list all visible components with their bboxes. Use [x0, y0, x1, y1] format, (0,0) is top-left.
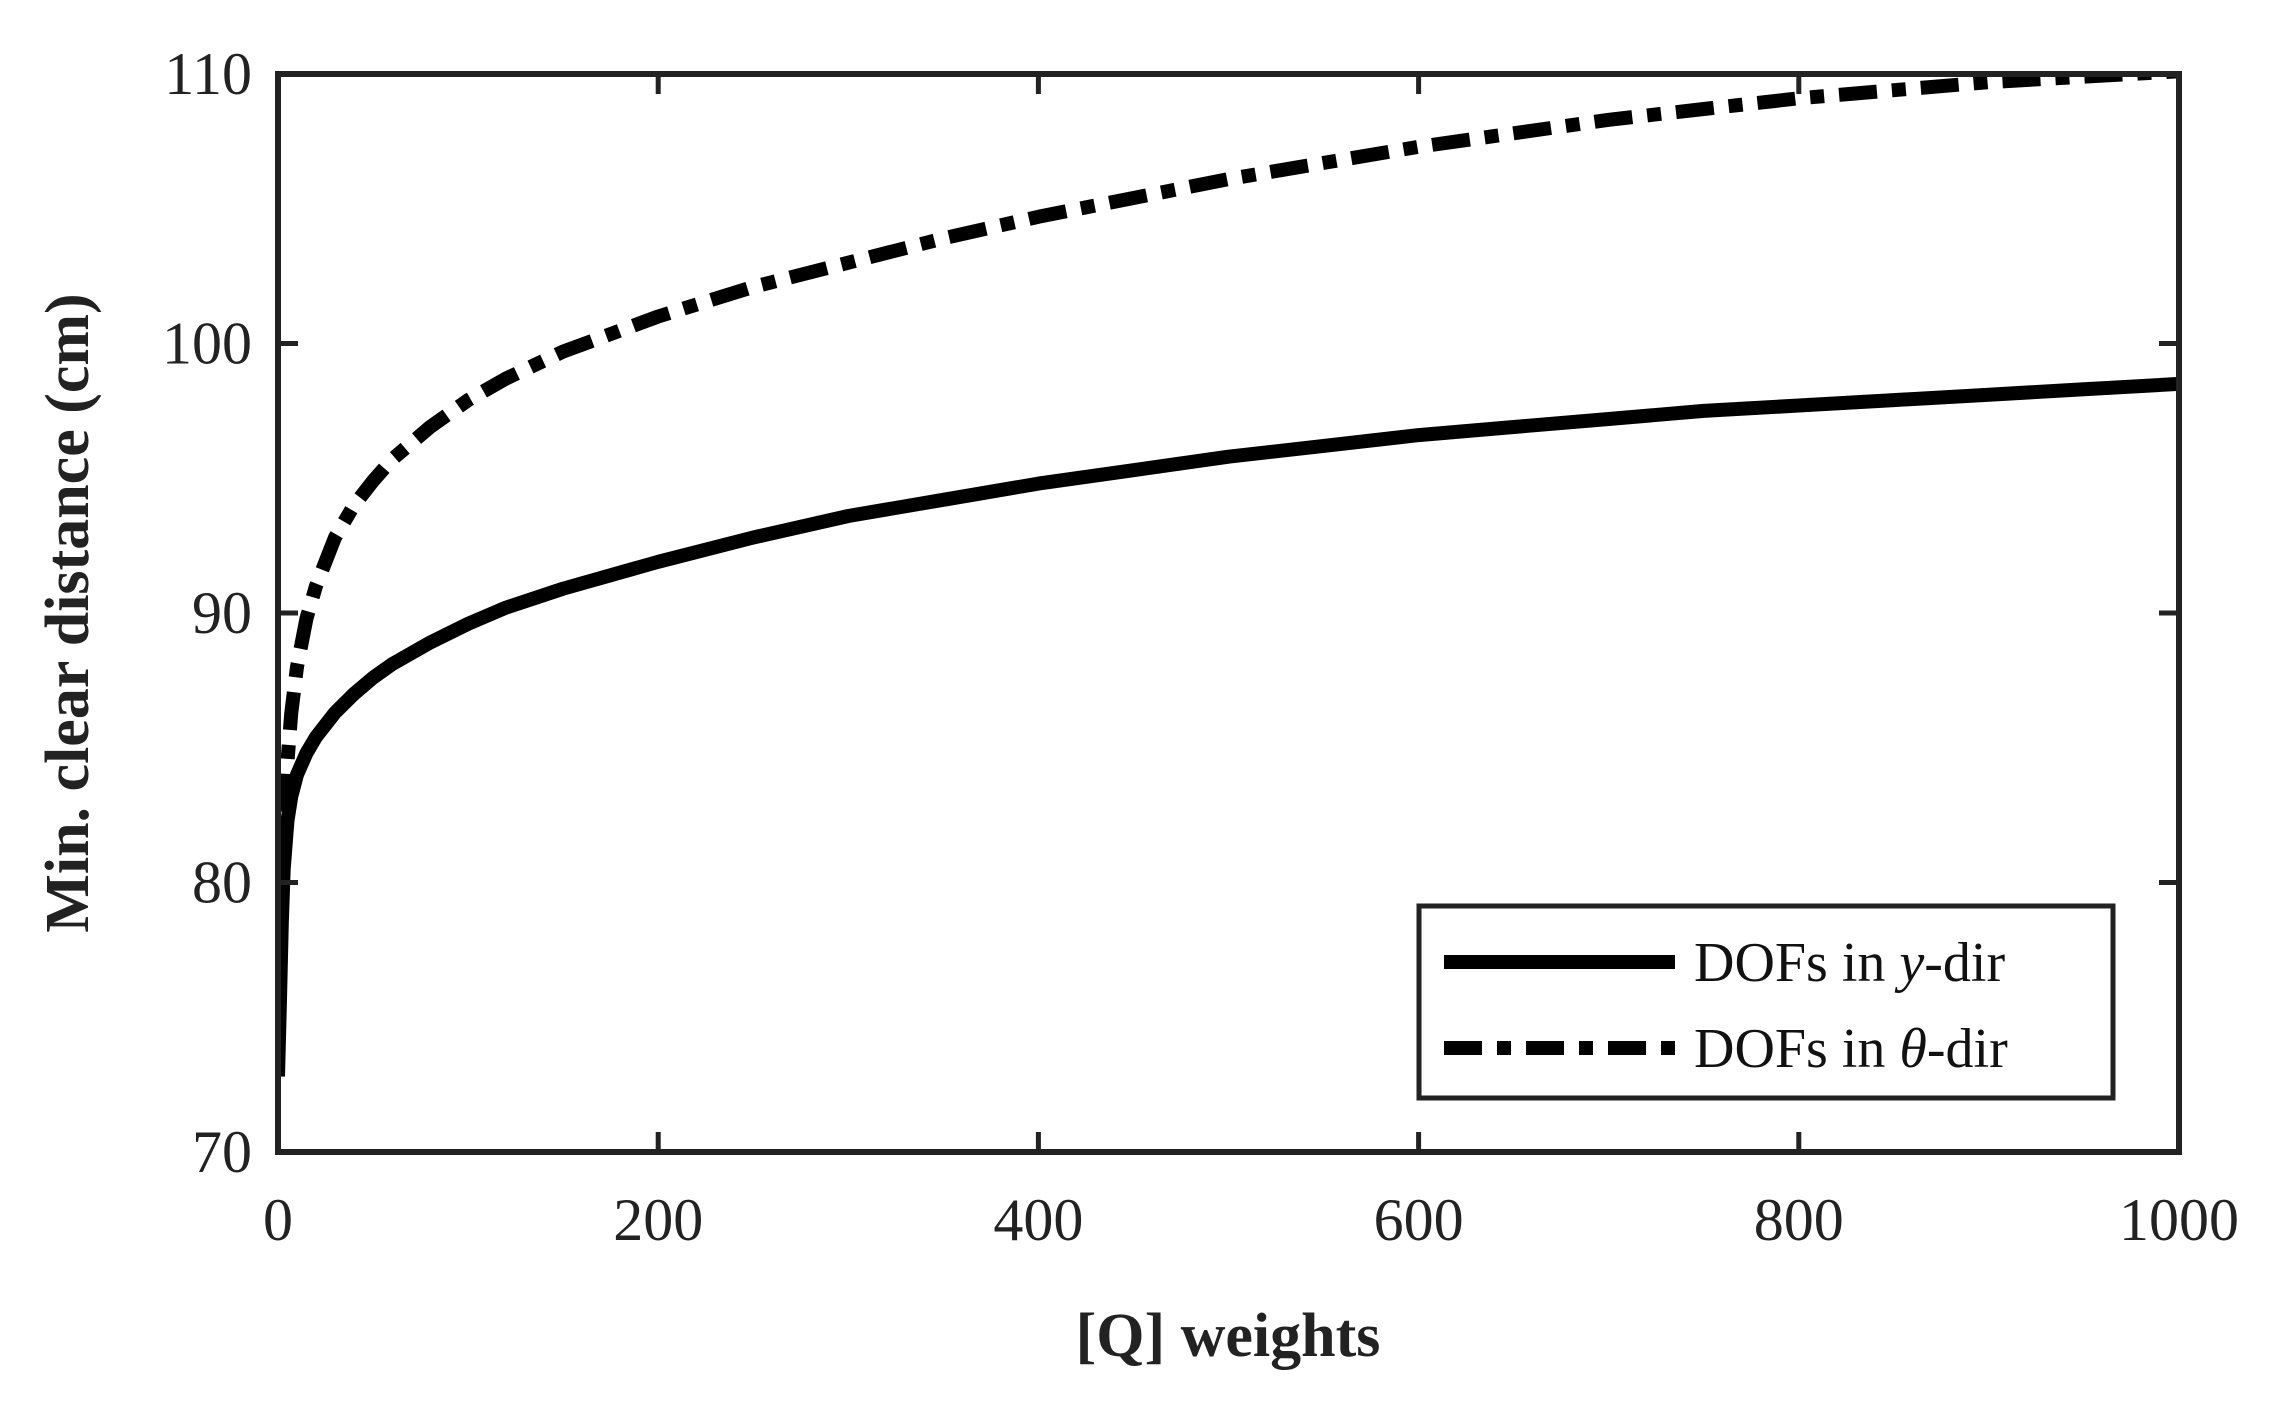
y-axis-title: Min. clear distance (cm): [34, 293, 102, 932]
legend-label-y-dir: DOFs in y-dir: [1694, 932, 2005, 994]
series-layer: [278, 74, 2179, 1077]
legend-box: [1416, 903, 2116, 1101]
y-tick-label: 110: [164, 41, 252, 107]
plot-frame: [275, 71, 2182, 1155]
x-tick-label: 600: [1374, 1187, 1464, 1253]
legend-label-theta-dir: DOFs in θ-dir: [1694, 1018, 2008, 1080]
series-line-y-dir: [278, 376, 2179, 1077]
legend: DOFs in y-dir DOFs in θ-dir: [1416, 903, 2116, 1101]
x-tick-label: 1000: [2119, 1187, 2239, 1253]
y-tick-label: 70: [192, 1119, 252, 1185]
x-tick-label: 0: [263, 1187, 293, 1253]
ticks-layer: 0 200 400 600 800 1000 70 80 90 100 110: [162, 41, 2239, 1253]
y-tick-label: 80: [192, 850, 252, 916]
x-axis-title: [Q] weights: [1076, 1302, 1381, 1370]
x-tick-label: 800: [1754, 1187, 1844, 1253]
x-tick-label: 200: [613, 1187, 703, 1253]
y-tick-label: 100: [162, 311, 252, 377]
y-tick-label: 90: [192, 580, 252, 646]
x-tick-label: 400: [993, 1187, 1083, 1253]
series-line-theta-dir: [278, 74, 2179, 1058]
